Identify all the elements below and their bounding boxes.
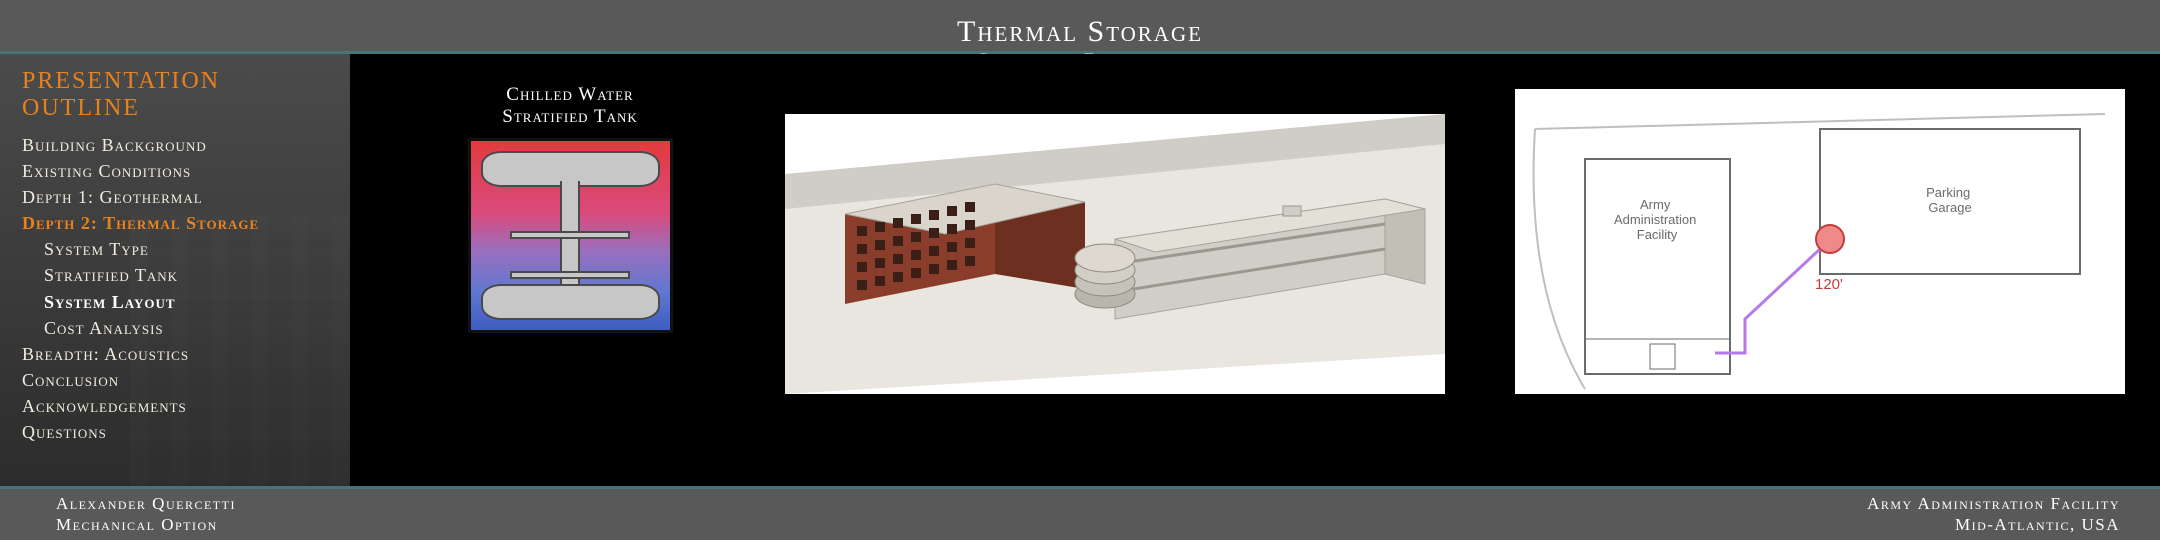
spiral-ramp bbox=[1075, 244, 1135, 308]
outline-subitem-current[interactable]: System Layout bbox=[22, 289, 332, 315]
outline-subitem[interactable]: System Type bbox=[22, 236, 332, 262]
outline-item[interactable]: Depth 1: Geothermal bbox=[22, 184, 332, 210]
site-plan-svg: Army Administration Facility Parking Gar… bbox=[1515, 89, 2125, 394]
slide-content: Chilled Water Stratified Tank bbox=[350, 54, 2160, 486]
outline-item[interactable]: Questions bbox=[22, 419, 332, 445]
outline-item[interactable]: Building Background bbox=[22, 132, 332, 158]
middle-region: PRESENTATION OUTLINE Building Background… bbox=[0, 54, 2160, 486]
figure-stratified-tank: Chilled Water Stratified Tank bbox=[430, 84, 710, 333]
author-name: Alexander Quercetti bbox=[56, 494, 236, 514]
figure-isometric-render bbox=[785, 114, 1445, 394]
tank-diagram bbox=[468, 138, 673, 333]
tank-caption: Chilled Water Stratified Tank bbox=[430, 84, 710, 128]
plan-tank-marker bbox=[1816, 225, 1844, 253]
outline-list: Building Background Existing Conditions … bbox=[22, 132, 332, 445]
outline-item[interactable]: Breadth: Acoustics bbox=[22, 341, 332, 367]
tank-caption-line1: Chilled Water bbox=[506, 84, 633, 105]
outline-item-active-section[interactable]: Depth 2: Thermal Storage bbox=[22, 210, 332, 236]
outline-heading: PRESENTATION OUTLINE bbox=[22, 68, 332, 122]
footer-left: Alexander Quercetti Mechanical Option bbox=[56, 494, 236, 535]
tank-caption-line2: Stratified Tank bbox=[502, 106, 637, 127]
presentation-outline-sidebar: PRESENTATION OUTLINE Building Background… bbox=[0, 54, 350, 486]
footer-bar: Alexander Quercetti Mechanical Option Ar… bbox=[0, 486, 2160, 540]
slide-title-line1: Thermal Storage bbox=[957, 16, 1203, 48]
iso-render-svg bbox=[785, 114, 1445, 394]
footer-right: Army Administration Facility Mid-Atlanti… bbox=[1867, 494, 2120, 535]
figure-site-plan: Army Administration Facility Parking Gar… bbox=[1515, 89, 2125, 394]
project-location: Mid-Atlantic, USA bbox=[1955, 515, 2120, 535]
outline-subitem[interactable]: Stratified Tank bbox=[22, 262, 332, 288]
outline-item[interactable]: Conclusion bbox=[22, 367, 332, 393]
tank-diffuser-branch bbox=[510, 271, 630, 279]
plan-dimension-label: 120' bbox=[1815, 276, 1843, 293]
tank-diffuser-branch bbox=[510, 231, 630, 239]
project-name: Army Administration Facility bbox=[1867, 494, 2120, 514]
outline-item[interactable]: Existing Conditions bbox=[22, 158, 332, 184]
plan-garage-label: Parking Garage bbox=[1926, 185, 1974, 215]
title-bar: Thermal Storage System Layout bbox=[0, 0, 2160, 54]
outline-subitem[interactable]: Cost Analysis bbox=[22, 315, 332, 341]
author-option: Mechanical Option bbox=[56, 515, 236, 535]
outline-item[interactable]: Acknowledgements bbox=[22, 393, 332, 419]
